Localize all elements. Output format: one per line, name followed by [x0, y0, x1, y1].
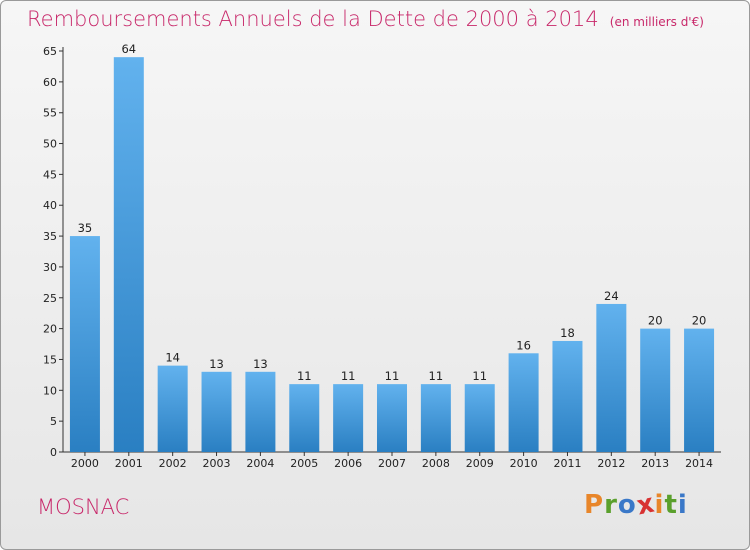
bar-2008: [420, 384, 451, 452]
bar-2001: [113, 57, 144, 453]
logo-letter: i: [677, 490, 688, 520]
y-tick-label: 15: [43, 353, 57, 366]
x-tick-label: 2011: [553, 457, 581, 470]
y-tick-label: 5: [50, 415, 57, 428]
x-tick-label: 2008: [422, 457, 450, 470]
bar-2007: [377, 384, 407, 452]
bar-2002: [157, 365, 188, 452]
logo-letter: o: [617, 490, 637, 520]
value-label: 18: [560, 326, 575, 340]
x-tick-label: 2001: [115, 457, 143, 470]
bars: [69, 57, 715, 453]
value-label: 14: [165, 351, 180, 365]
x-tick-label: 2004: [246, 457, 274, 470]
logo-letter: P: [584, 490, 605, 520]
y-tick-label: 25: [43, 292, 57, 305]
logo-letter: t: [664, 490, 678, 520]
y-tick-label: 0: [50, 446, 57, 459]
y-tick-label: 20: [43, 323, 57, 336]
value-label: 11: [341, 369, 356, 383]
labels: 2000 35 2001 64 2002 14 2003 13 2004 13 2005 11 2006…: [71, 42, 713, 470]
proxiti-logo: Proxiti: [584, 488, 688, 521]
x-tick-label: 2007: [378, 457, 406, 470]
y-tick-label: 30: [43, 261, 57, 274]
logo-letter: i: [654, 490, 665, 520]
value-label: 16: [516, 338, 531, 352]
x-tick-label: 2009: [466, 457, 494, 470]
value-label: 24: [604, 289, 619, 303]
y-tick-label: 65: [43, 45, 57, 58]
bar-2000: [69, 236, 100, 452]
y-tick-label: 40: [43, 199, 57, 212]
chart-unit: (en milliers d'€): [609, 15, 704, 29]
bar-2004: [245, 371, 276, 452]
value-label: 20: [692, 314, 707, 328]
x-tick-label: 2014: [685, 457, 713, 470]
x-tick-label: 2000: [71, 457, 99, 470]
y-tick-label: 55: [43, 107, 57, 120]
value-label: 13: [209, 357, 224, 371]
bar-2011: [552, 340, 583, 452]
x-tick-label: 2013: [641, 457, 669, 470]
value-label: 64: [121, 42, 136, 56]
bar-2009: [464, 384, 495, 452]
y-tick-label: 60: [43, 76, 57, 89]
y-tick-label: 50: [43, 138, 57, 151]
value-label: 20: [648, 314, 663, 328]
bar-2005: [289, 384, 320, 452]
bar-2003: [201, 371, 232, 452]
y-tick-label: 10: [43, 384, 57, 397]
commune-name: MOSNAC: [37, 495, 130, 519]
value-label: 11: [385, 369, 400, 383]
value-label: 11: [429, 369, 444, 383]
x-tick-label: 2012: [597, 457, 625, 470]
chart-title: Remboursements Annuels de la Dette de 20…: [27, 7, 599, 31]
x-tick-label: 2003: [203, 457, 231, 470]
x-tick-label: 2002: [159, 457, 187, 470]
bar-2010: [508, 353, 539, 452]
value-label: 35: [78, 221, 93, 235]
axes: 0 5 10 15 20 25 30 35 40 45 50 55 60 65: [43, 45, 721, 459]
bar-2012: [596, 303, 627, 452]
bar-2014: [684, 328, 715, 452]
bar-2013: [640, 328, 671, 452]
bar-2006: [333, 384, 364, 452]
x-tick-label: 2005: [290, 457, 318, 470]
y-tick-label: 35: [43, 230, 57, 243]
chart-title-block: Remboursements Annuels de la Dette de 20…: [27, 7, 704, 31]
y-tick-label: 45: [43, 168, 57, 181]
value-label: 11: [472, 369, 487, 383]
value-label: 13: [253, 357, 268, 371]
value-label: 11: [297, 369, 312, 383]
x-tick-label: 2010: [510, 457, 538, 470]
x-tick-label: 2006: [334, 457, 362, 470]
logo-letter: r: [604, 490, 618, 520]
